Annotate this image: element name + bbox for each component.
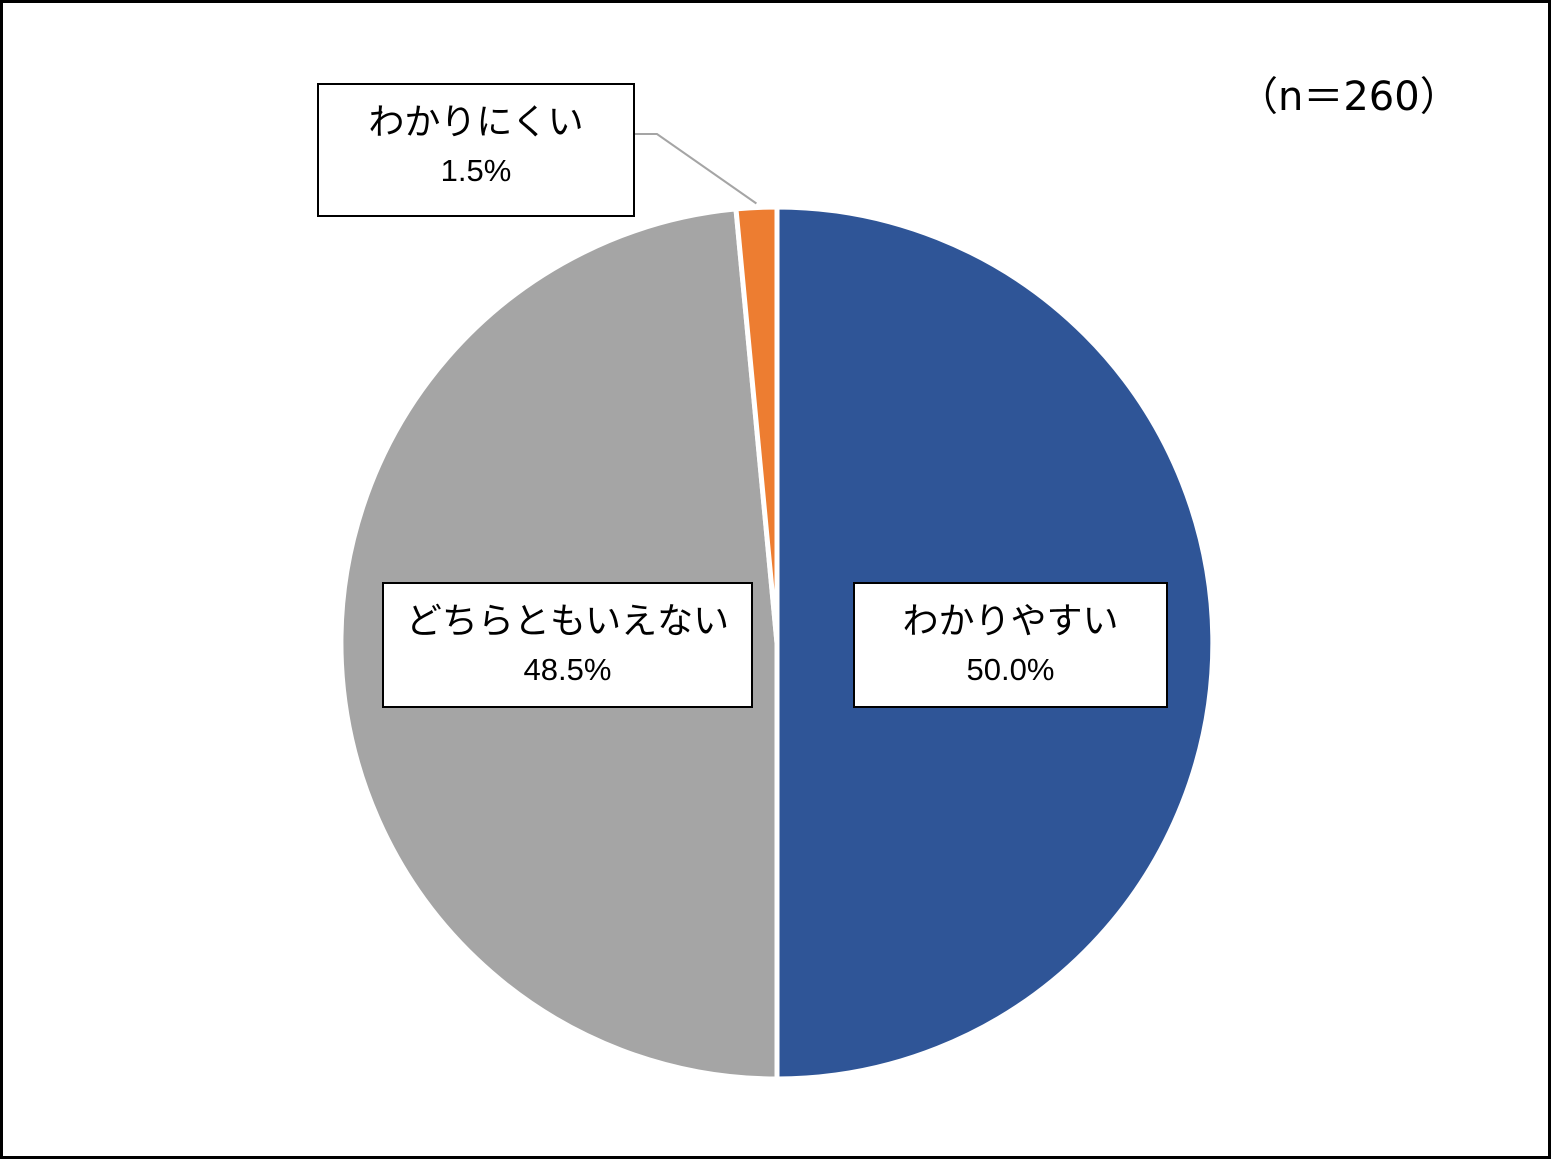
data-label-wakariyasui: わかりやすい 50.0% — [853, 582, 1168, 708]
slice-percent-label: 1.5% — [440, 153, 512, 188]
slice-percent-label: 50.0% — [966, 652, 1055, 687]
slice-category-label: わかりにくい — [368, 102, 584, 143]
sample-size-note: （n＝260） — [1238, 74, 1460, 120]
data-label-dochiratomo: どちらともいえない 48.5% — [382, 582, 753, 708]
slice-category-label: わかりやすい — [902, 601, 1119, 642]
leader-line — [635, 133, 757, 205]
pie-slice-wakarinikui — [733, 204, 780, 646]
slice-percent-label: 48.5% — [523, 652, 612, 687]
slice-category-label: どちらともいえない — [405, 601, 730, 642]
data-label-wakarinikui: わかりにくい 1.5% — [317, 83, 635, 217]
